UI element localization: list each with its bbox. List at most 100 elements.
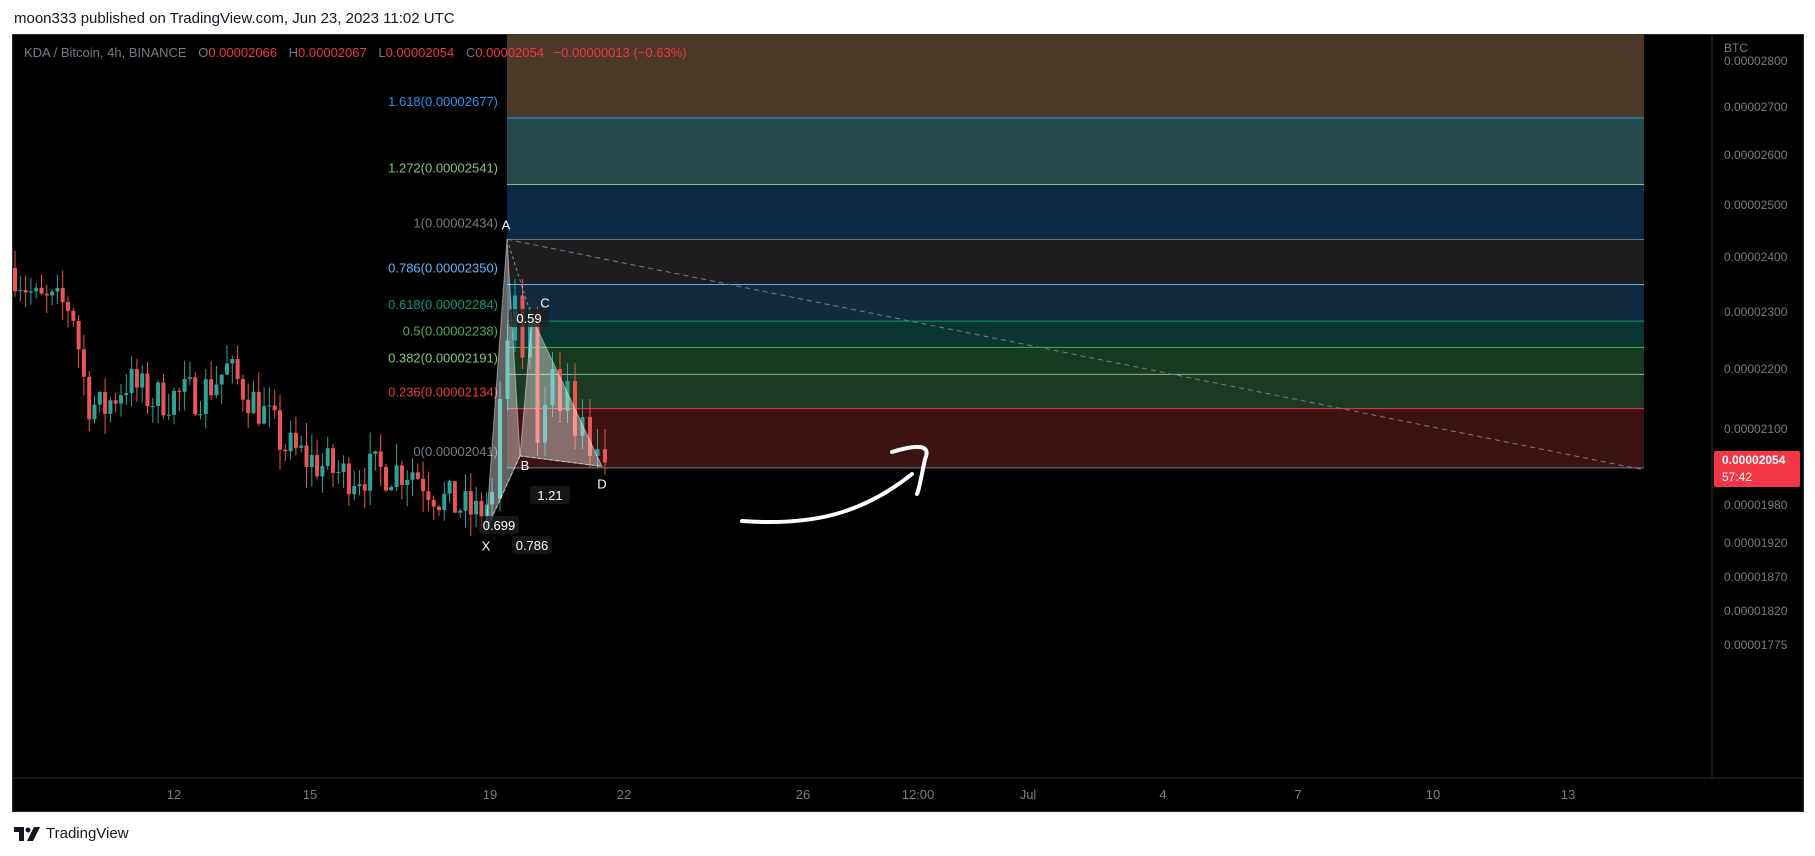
candle-body <box>603 449 607 463</box>
candle-body <box>134 369 139 388</box>
fib-level-label: 1(0.00002434) <box>413 215 498 230</box>
price-tick-label: 0.00001980 <box>1724 498 1788 512</box>
price-tick-label: 0.00001775 <box>1724 638 1788 652</box>
candle-body <box>505 340 510 399</box>
candle-body <box>580 417 585 436</box>
candle-body <box>103 392 108 414</box>
candle-body <box>479 500 484 517</box>
harmonic-ratio-box <box>509 309 549 327</box>
price-tick-label: 0.00001920 <box>1724 536 1788 550</box>
candle-body <box>384 466 388 491</box>
candle-body <box>129 369 134 394</box>
close-label: C <box>465 45 476 60</box>
candle-body <box>182 378 187 392</box>
candle-body <box>278 410 282 450</box>
candle-body <box>535 323 540 443</box>
pattern-ac-line <box>506 239 533 318</box>
candle-body <box>119 395 123 404</box>
candles-layer <box>13 250 607 536</box>
fib-band <box>507 184 1644 240</box>
change-value: −0.00000013 (−0.63%) <box>553 45 687 60</box>
time-tick-label: 13 <box>1561 787 1575 802</box>
pattern-bcd <box>519 315 603 468</box>
fib-band <box>507 408 1644 468</box>
fib-level-label: 1.272(0.00002541) <box>388 161 498 176</box>
candle-body <box>262 406 267 424</box>
pattern-bd-line <box>519 455 603 467</box>
candle-body <box>251 391 256 414</box>
price-tick-label: 0.00002200 <box>1724 362 1788 376</box>
candle-body <box>44 293 49 296</box>
harmonic-point-x: X <box>482 538 491 553</box>
trend-line <box>506 238 1645 471</box>
candle-body <box>573 381 577 436</box>
candle-body <box>399 465 404 485</box>
tradingview-brand[interactable]: TradingView <box>46 825 129 842</box>
publish-header: moon333 published on TradingView.com, Ju… <box>14 10 455 27</box>
candle-body <box>394 465 399 487</box>
tradingview-logo-icon[interactable] <box>14 826 40 841</box>
price-tick-label: 0.00002400 <box>1724 250 1788 264</box>
price-tick-label: 0.00002700 <box>1724 100 1788 114</box>
fib-level-label: 1.618(0.00002677) <box>388 94 498 109</box>
candle-body <box>87 376 92 420</box>
harmonic-point-b: B <box>521 458 530 473</box>
candle-body <box>113 400 118 404</box>
harmonic-ratio-label: 0.59 <box>516 311 541 326</box>
candle-body <box>452 481 457 513</box>
chart-canvas[interactable]: 1.618(0.00002677) 1.272(0.00002541) 1(0.00… <box>12 34 1804 812</box>
candle-body <box>346 463 351 495</box>
candle-body <box>378 451 383 467</box>
candle-body <box>320 466 325 477</box>
ohlc-legend: KDA / Bitcoin, 4h, BINANCE O0.00002066 H… <box>24 45 687 60</box>
open-label: O <box>198 45 209 60</box>
candle-body <box>230 359 235 364</box>
candle-body <box>415 472 420 479</box>
candle-body <box>225 363 229 375</box>
symbol-label[interactable]: KDA / Bitcoin, 4h, BINANCE <box>24 45 187 60</box>
candle-body <box>172 390 176 415</box>
candle-body <box>150 406 155 408</box>
harmonic-point-c: C <box>540 296 549 311</box>
open-value: 0.00002066 <box>208 45 278 60</box>
price-tick-label: 0.00002300 <box>1724 305 1788 319</box>
candle-body <box>288 432 293 452</box>
candle-body <box>198 414 203 416</box>
candle-body <box>543 405 547 443</box>
footer: TradingView <box>14 825 129 842</box>
candle-body <box>66 302 70 311</box>
fib-level-label: 0.382(0.00002191) <box>388 350 498 365</box>
candle-body <box>23 290 28 293</box>
high-label: H <box>288 45 299 60</box>
price-tick-label: 0.00001820 <box>1724 604 1788 618</box>
fib-band <box>507 321 1644 348</box>
price-tick-label: 0.00002100 <box>1724 422 1788 436</box>
harmonic-ratio-label: 0.699 <box>483 518 516 533</box>
candle-body <box>39 287 44 294</box>
fib-level-label: 0.786(0.00002350) <box>388 261 498 276</box>
fib-level-label: 0.236(0.00002134) <box>388 385 498 400</box>
time-tick-label: 26 <box>796 787 810 802</box>
candle-body <box>124 393 129 396</box>
harmonic-ratio-box <box>479 516 519 534</box>
candle-body <box>240 378 245 400</box>
candle-body <box>315 455 320 477</box>
candle-body <box>431 499 436 507</box>
price-tick-label: 0.00002800 <box>1724 54 1788 68</box>
candle-body <box>246 399 251 414</box>
fib-level-label: 0.5(0.00002238) <box>403 323 498 338</box>
candle-body <box>565 381 570 411</box>
candle-body <box>76 320 81 350</box>
candle-body <box>187 377 192 379</box>
time-tick-label: 7 <box>1294 787 1301 802</box>
candle-body <box>81 349 86 377</box>
candle-body <box>50 291 55 296</box>
candle-body <box>474 500 479 515</box>
candle-body <box>389 486 394 491</box>
candle-body <box>272 405 277 411</box>
candle-body <box>447 481 452 494</box>
candle-body <box>405 479 410 485</box>
candle-body <box>108 400 113 414</box>
price-tick-label: 0.00001870 <box>1724 570 1788 584</box>
candle-body <box>341 463 346 473</box>
